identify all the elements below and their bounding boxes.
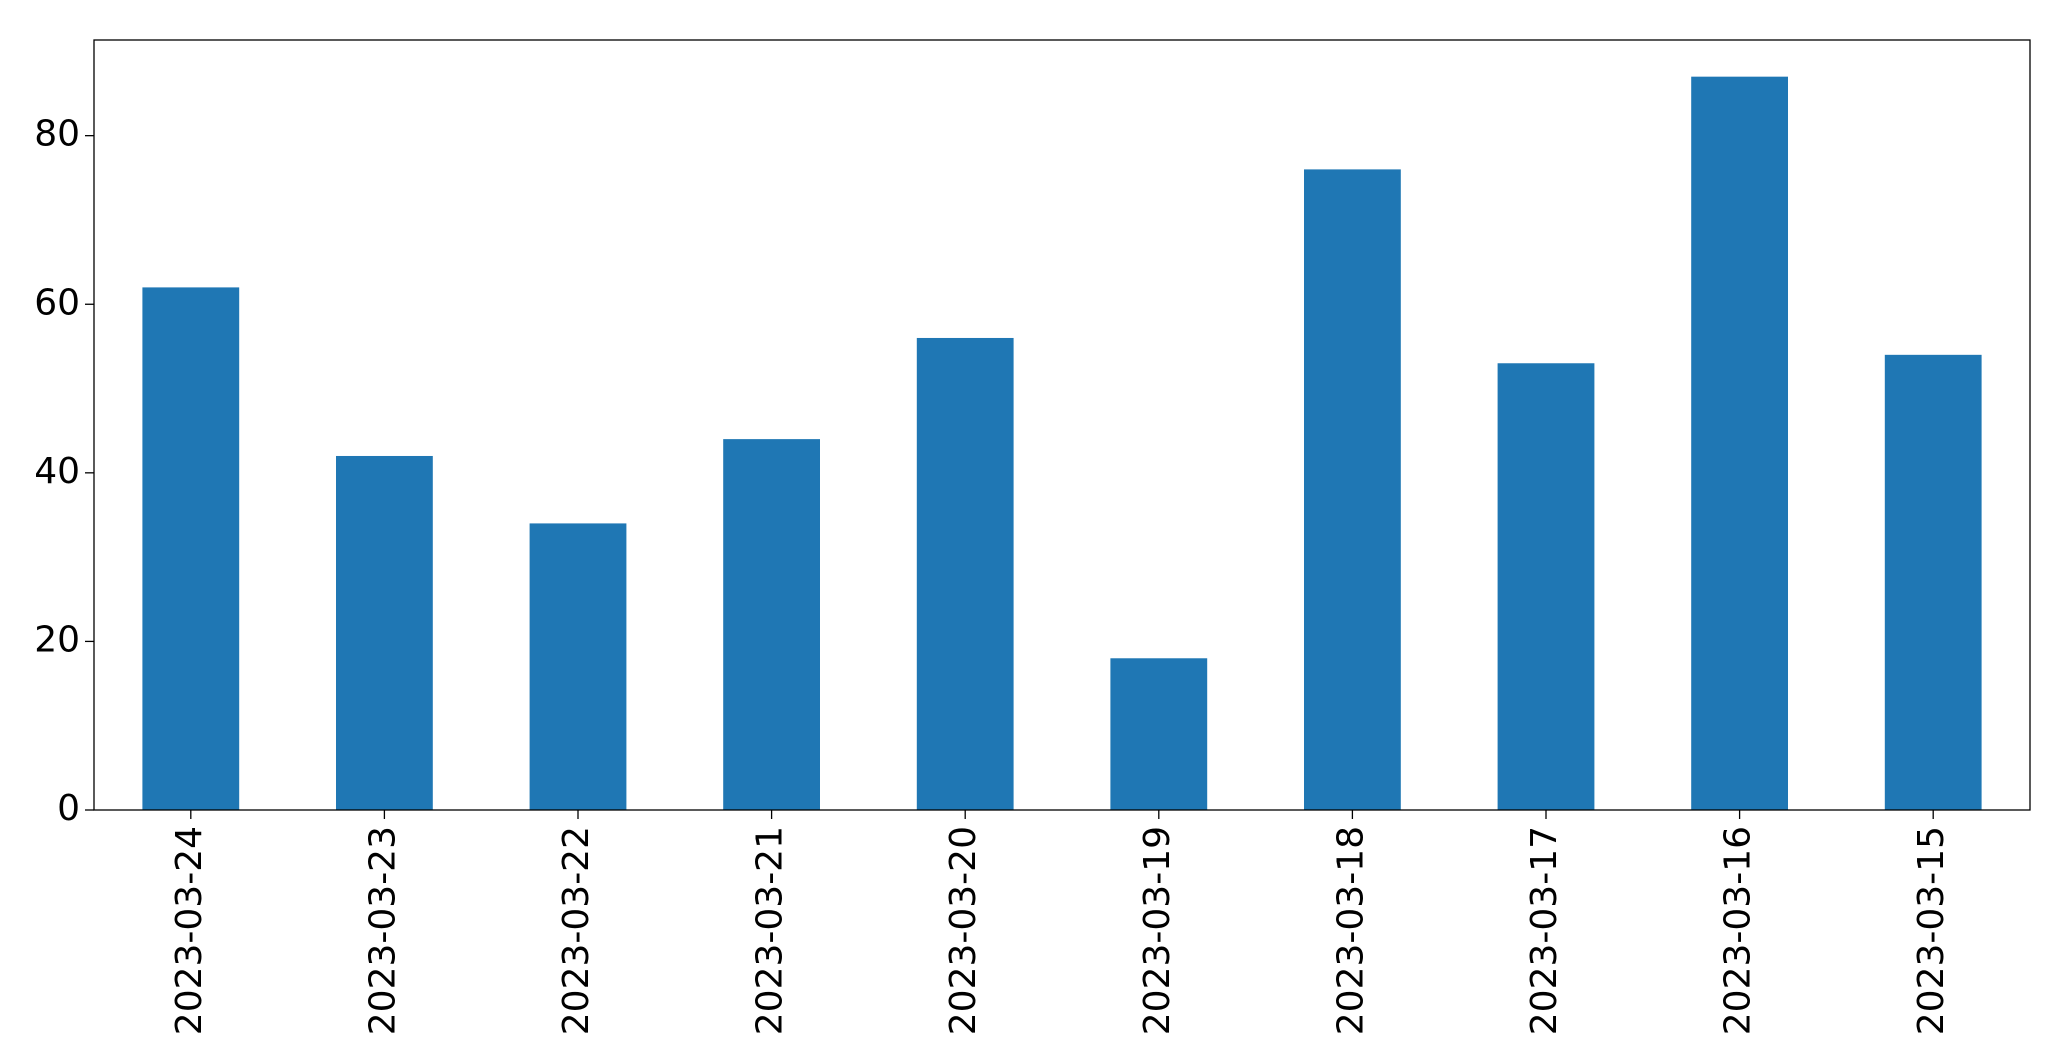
y-tick-label: 0 [57, 788, 80, 829]
bar [916, 337, 1014, 810]
x-tick-label: 2023-03-16 [1718, 826, 1759, 1035]
x-tick-label: 2023-03-17 [1524, 826, 1565, 1035]
bar [723, 439, 820, 810]
x-tick-label: 2023-03-24 [169, 826, 210, 1035]
x-tick-label: 2023-03-23 [362, 826, 403, 1035]
x-tick-label: 2023-03-22 [556, 826, 597, 1035]
y-tick-label: 80 [34, 114, 80, 155]
bar [1304, 169, 1401, 811]
x-tick-label: 2023-03-21 [750, 826, 791, 1035]
y-tick-label: 20 [34, 619, 80, 660]
bar [1497, 363, 1595, 810]
y-tick-label: 60 [34, 282, 80, 323]
x-tick-label: 2023-03-20 [943, 826, 984, 1035]
x-tick-label: 2023-03-19 [1137, 826, 1178, 1035]
bar [529, 523, 627, 810]
bar [1884, 354, 1982, 810]
bar [336, 455, 433, 810]
bar [142, 287, 240, 810]
y-tick-label: 40 [34, 451, 80, 492]
x-tick-label: 2023-03-18 [1330, 826, 1371, 1035]
bar [1110, 658, 1208, 810]
plot-frame [93, 39, 2031, 811]
x-tick-label: 2023-03-15 [1911, 826, 1952, 1035]
bar [1691, 76, 1788, 810]
